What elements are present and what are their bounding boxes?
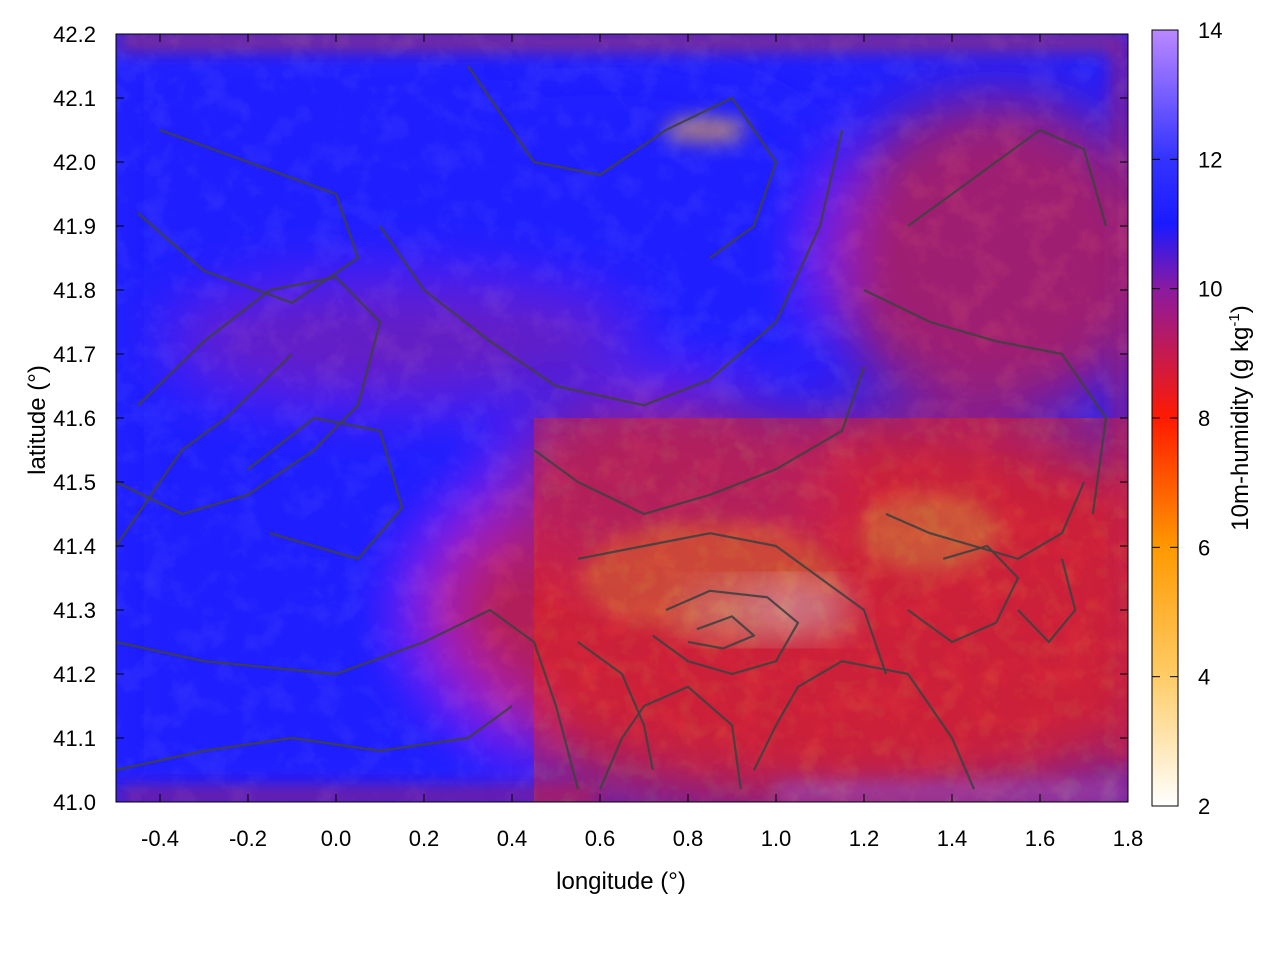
contour-line-3 [247, 416, 404, 560]
contour-line-10 [687, 615, 756, 650]
colorbar-tick-label: 8 [1198, 406, 1210, 431]
x-tick-label: 0.0 [321, 826, 352, 851]
colorbar-tick-label: 14 [1198, 18, 1222, 43]
terrain-contours [116, 65, 1108, 790]
y-tick-label: 41.2 [53, 662, 96, 687]
x-tick-label: 0.2 [409, 826, 440, 851]
y-tick-label: 42.0 [53, 150, 96, 175]
y-tick-label: 41.6 [53, 406, 96, 431]
colorbar-axis: 2 4 6 8 10 12 14 [1152, 18, 1222, 819]
y-tick-label: 41.7 [53, 342, 96, 367]
contour-line-20 [1017, 558, 1077, 644]
contour-line-6 [467, 65, 778, 259]
contour-line-9 [652, 589, 800, 676]
colorbar-tick-label: 2 [1198, 794, 1210, 819]
contour-line-14 [863, 289, 1108, 515]
contour-line-8 [577, 532, 888, 675]
y-tick-label: 41.9 [53, 214, 96, 239]
colorbar-label-main: 10m-humidity (g kg [1227, 327, 1254, 531]
x-tick-label: -0.2 [229, 826, 267, 851]
y-tick-label: 41.1 [53, 726, 96, 751]
contour-line-17 [116, 705, 513, 772]
x-tick-label: 1.4 [937, 826, 968, 851]
contour-line-15 [753, 660, 976, 790]
colorbar-tick-label: 12 [1198, 147, 1222, 172]
x-tick-label: 0.6 [585, 826, 616, 851]
y-tick-label: 42.2 [53, 22, 96, 47]
x-tick-label: 1.0 [761, 826, 792, 851]
contour-line-18 [116, 353, 293, 547]
x-tick-label: 1.6 [1025, 826, 1056, 851]
contour-line-16 [598, 685, 742, 790]
texture-red [534, 418, 1128, 802]
humidity-field [116, 34, 1128, 802]
contour-line-13 [907, 128, 1108, 227]
field-texture [116, 34, 1128, 802]
x-tick-label: -0.4 [141, 826, 179, 851]
y-tick-label: 42.1 [53, 86, 96, 111]
colorbar-label: 10m-humidity (g kg-1) [1226, 305, 1254, 530]
y-tick-label: 41.8 [53, 278, 96, 303]
y-tick-label: 41.5 [53, 470, 96, 495]
colorbar-tick-label: 4 [1198, 665, 1210, 690]
contour-line-5 [379, 129, 844, 407]
x-tick-label: 0.8 [673, 826, 704, 851]
x-tick-label: 0.4 [497, 826, 528, 851]
colorbar-label-end: ) [1227, 305, 1254, 313]
y-tick-label: 41.0 [53, 790, 96, 815]
y-axis: 41.0 41.1 41.2 41.3 41.4 41.5 41.6 41.7 41.8 41.9… [53, 22, 1128, 815]
contour-line-12 [907, 544, 1020, 644]
contour-line-1 [116, 276, 382, 516]
contour-line-7 [533, 366, 866, 516]
colorbar-tick-label: 10 [1198, 277, 1222, 302]
contour-line-19 [577, 641, 654, 771]
contour-line-2 [137, 128, 360, 304]
y-tick-label: 41.3 [53, 598, 96, 623]
x-axis: -0.4 -0.2 0.0 0.2 0.4 0.6 0.8 1.0 1.2 1.4 1.6 1.8 [141, 34, 1143, 851]
y-axis-label: latitude (°) [24, 365, 51, 475]
contour-line-11 [885, 481, 1086, 560]
colorbar-tick-label: 6 [1198, 535, 1210, 560]
contour-line-4 [116, 608, 580, 790]
colorbar-label-sup: -1 [1226, 313, 1243, 326]
x-tick-label: 1.8 [1113, 826, 1144, 851]
x-axis-label: longitude (°) [556, 868, 686, 895]
y-tick-label: 41.4 [53, 534, 96, 559]
x-tick-label: 1.2 [849, 826, 880, 851]
